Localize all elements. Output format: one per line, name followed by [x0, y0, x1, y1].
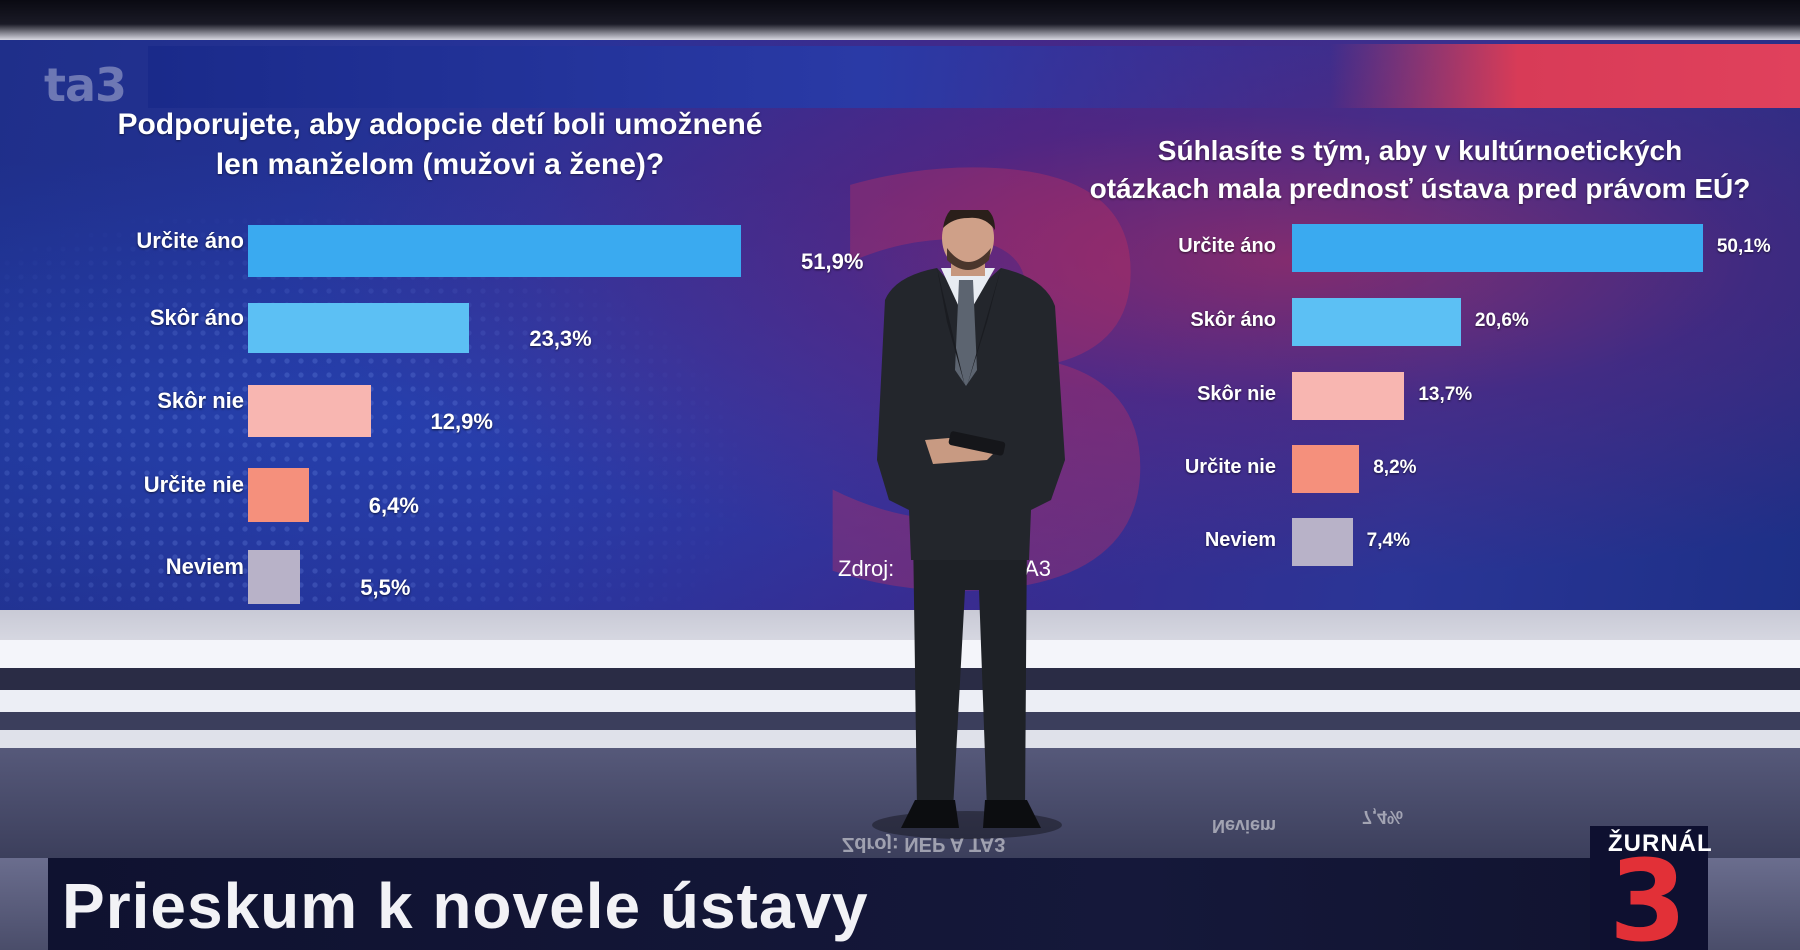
chart-2-value-label: 20,6% [1474, 310, 1529, 331]
chart-2-bar [1292, 445, 1360, 493]
zurnal-brand-box [1590, 826, 1708, 950]
floor-stripe [0, 640, 1800, 668]
chart-1-bar [248, 550, 301, 604]
chart-2-value-label: 13,7% [1418, 384, 1473, 405]
chart-1-bar [248, 468, 309, 522]
chart-1-value-label: 12,9% [430, 409, 493, 434]
floor-gap [0, 712, 1800, 730]
zurnal-brand-word: ŽURNÁL [1608, 830, 1713, 857]
floor-reflection-area [0, 748, 1800, 858]
floor-stripe [0, 730, 1800, 748]
chart-2-category-label: Skôr nie [1197, 383, 1276, 405]
chart-1-value-label: 51,9% [801, 249, 864, 274]
chart-1-category-label: Určite nie [143, 472, 244, 497]
lower-third-bar [48, 858, 1600, 950]
chart-1-value-label: 23,3% [529, 326, 592, 351]
presenter [872, 210, 1065, 839]
chart-1-category-label: Skôr áno [149, 305, 244, 330]
studio-ceiling [0, 0, 1800, 40]
source-prefix: Zdroj: [838, 556, 895, 581]
chart-2-bar [1292, 224, 1703, 272]
chart-2-title-line-2: otázkach mala prednosť ústava pred právo… [1089, 173, 1751, 204]
chart-2-bar [1292, 298, 1461, 346]
wall-blue-band [148, 46, 1348, 108]
chart-2-category-label: Skôr áno [1190, 309, 1276, 331]
chart-1-value-label: 5,5% [360, 575, 411, 600]
ta3-logo: ta3 [44, 58, 127, 112]
chart-1-category-label: Neviem [165, 554, 244, 579]
floor-gap [0, 668, 1800, 690]
chart-2-title-line-1: Súhlasíte s tým, aby v kultúrnoetických [1157, 135, 1683, 166]
floor-stripe [0, 690, 1800, 712]
chart-2-value-label: 7,4% [1366, 530, 1410, 551]
chart-1-category-label: Určite áno [136, 228, 244, 253]
chart-2-category-label: Neviem [1204, 529, 1276, 551]
lower-third-headline: Prieskum k novele ústavy [62, 870, 869, 942]
chart-1-bar [248, 385, 371, 437]
chart-1-category-label: Skôr nie [157, 388, 244, 413]
zurnal-brand-number: 3 [1609, 837, 1687, 950]
reflection-neviem: Neviem [1212, 816, 1277, 836]
chart-2-title: Súhlasíte s tým, aby v kultúrnoetických … [1060, 132, 1780, 208]
chart-1-title: Podporujete, aby adopcie detí boli umožn… [20, 105, 860, 185]
reflection-value: 7,4% [1362, 807, 1404, 827]
chart-1-value-label: 6,4% [368, 493, 419, 518]
chart-2-bar [1292, 372, 1405, 420]
chart-1-bar [248, 225, 742, 277]
chart-2-value-label: 8,2% [1373, 457, 1417, 478]
chart-2-category-label: Určite nie [1184, 456, 1276, 478]
chart-1-bar [248, 303, 470, 353]
chart-2-bar [1292, 518, 1353, 566]
chart-1-title-line-2: len manželom (mužovi a žene)? [215, 148, 665, 181]
chart-2-value-label: 50,1% [1716, 236, 1771, 257]
wall-red-band [1330, 44, 1800, 108]
chart-1-title-line-1: Podporujete, aby adopcie detí boli umožn… [117, 108, 763, 141]
chart-2-category-label: Určite áno [1178, 235, 1276, 257]
